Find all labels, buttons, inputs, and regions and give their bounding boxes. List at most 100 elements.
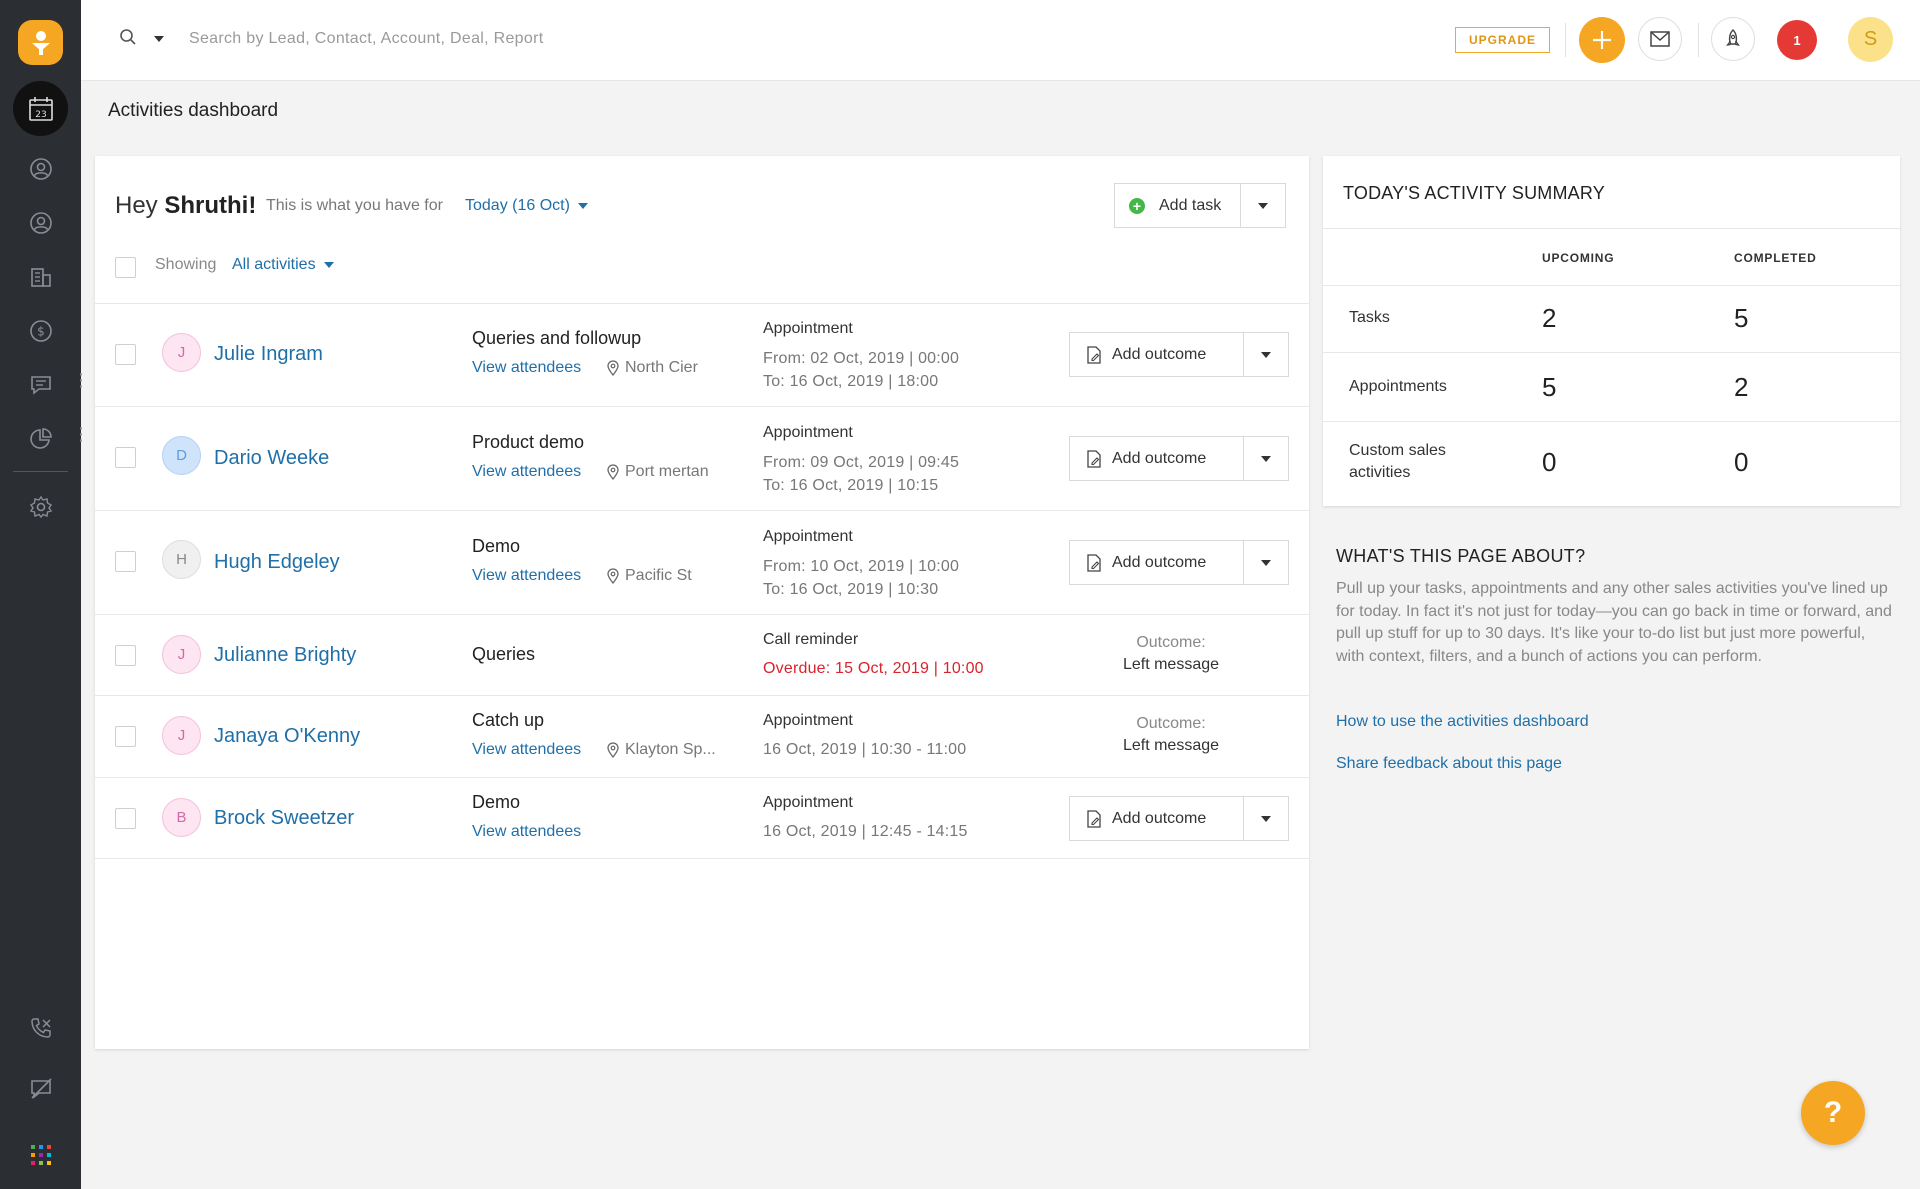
view-attendees-link[interactable]: View attendees bbox=[472, 823, 582, 840]
chevron-down-icon bbox=[323, 261, 334, 268]
building-icon bbox=[31, 268, 51, 287]
list-item: B Brock Sweetzer Demo View attendees App… bbox=[95, 778, 1309, 859]
sidebar-item-feedback[interactable] bbox=[21, 1069, 61, 1109]
location: Klayton Sp... bbox=[607, 741, 716, 759]
contact-link[interactable]: Brock Sweetzer bbox=[214, 807, 355, 829]
document-edit-icon bbox=[1087, 449, 1101, 468]
contact-link[interactable]: Dario Weeke bbox=[214, 447, 330, 469]
add-outcome-dropdown[interactable] bbox=[1244, 541, 1288, 584]
sidebar-divider bbox=[13, 471, 68, 472]
how-to-use-link[interactable]: How to use the activities dashboard bbox=[1336, 713, 1589, 730]
toolbar-divider bbox=[1698, 23, 1699, 57]
location-pin-icon bbox=[607, 568, 619, 584]
add-outcome-dropdown[interactable] bbox=[1244, 333, 1288, 376]
sidebar-item-apps[interactable] bbox=[21, 1135, 61, 1175]
location-pin-icon bbox=[607, 464, 619, 480]
sidebar-item-contacts[interactable] bbox=[21, 203, 61, 243]
top-bar: UPGRADE 1 S bbox=[81, 0, 1920, 81]
activity-filter[interactable]: All activities bbox=[232, 256, 334, 274]
row-checkbox[interactable] bbox=[115, 551, 136, 572]
more-dots-icon[interactable]: ⋮ bbox=[72, 370, 90, 390]
summary-upcoming-count: 0 bbox=[1542, 447, 1557, 477]
sidebar-item-leads[interactable] bbox=[21, 149, 61, 189]
search-scope-dropdown[interactable] bbox=[154, 36, 164, 42]
select-all-checkbox[interactable] bbox=[115, 257, 136, 278]
whats-new-button[interactable] bbox=[1711, 17, 1755, 61]
add-task-button[interactable]: + Add task bbox=[1115, 184, 1241, 227]
summary-completed-count: 2 bbox=[1734, 372, 1749, 402]
search-icon[interactable] bbox=[119, 28, 137, 51]
summary-row-label: Custom sales activities bbox=[1349, 442, 1446, 481]
view-attendees-link[interactable]: View attendees bbox=[472, 359, 582, 376]
sidebar-item-reports[interactable] bbox=[21, 419, 61, 459]
row-checkbox[interactable] bbox=[115, 447, 136, 468]
activity-time-to: To: 16 Oct, 2019 | 10:30 bbox=[763, 581, 939, 598]
sidebar-item-deals[interactable]: $ bbox=[21, 311, 61, 351]
view-attendees-link[interactable]: View attendees bbox=[472, 741, 582, 758]
activity-type: Appointment bbox=[763, 320, 853, 337]
activity-time-from: From: 02 Oct, 2019 | 00:00 bbox=[763, 350, 960, 367]
sidebar-item-accounts[interactable] bbox=[21, 257, 61, 297]
notifications-badge[interactable]: 1 bbox=[1777, 20, 1817, 60]
view-attendees-link[interactable]: View attendees bbox=[472, 567, 582, 584]
caret-down-icon bbox=[1261, 559, 1271, 566]
share-feedback-link[interactable]: Share feedback about this page bbox=[1336, 755, 1562, 772]
sidebar-item-settings[interactable] bbox=[21, 487, 61, 527]
add-outcome-button[interactable]: Add outcome bbox=[1070, 333, 1244, 376]
activity-time-from: From: 10 Oct, 2019 | 10:00 bbox=[763, 558, 960, 575]
activity-time-to: To: 16 Oct, 2019 | 10:15 bbox=[763, 477, 939, 494]
outcome-value: Left message bbox=[1122, 656, 1220, 673]
contact-link[interactable]: Hugh Edgeley bbox=[214, 551, 340, 573]
contact-link[interactable]: Julie Ingram bbox=[214, 343, 323, 365]
row-checkbox[interactable] bbox=[115, 344, 136, 365]
summary-upcoming-count: 5 bbox=[1542, 372, 1557, 402]
list-item: D Dario Weeke Product demo View attendee… bbox=[95, 407, 1309, 511]
column-upcoming: UPCOMING bbox=[1542, 251, 1615, 265]
add-task-dropdown[interactable] bbox=[1241, 184, 1285, 227]
email-button[interactable] bbox=[1638, 17, 1682, 61]
chevron-down-icon bbox=[577, 202, 588, 209]
activity-time-from: From: 09 Oct, 2019 | 09:45 bbox=[763, 454, 960, 471]
search-input[interactable] bbox=[187, 24, 711, 54]
sidebar-item-conversations[interactable] bbox=[21, 365, 61, 405]
add-outcome-button[interactable]: Add outcome bbox=[1070, 437, 1244, 480]
add-outcome-split-button: Add outcome bbox=[1069, 332, 1289, 377]
help-button[interactable]: ? bbox=[1801, 1081, 1865, 1145]
row-checkbox[interactable] bbox=[115, 726, 136, 747]
upgrade-button[interactable]: UPGRADE bbox=[1455, 27, 1550, 53]
summary-completed-count: 5 bbox=[1734, 303, 1749, 333]
date-selector[interactable]: Today (16 Oct) bbox=[465, 197, 588, 215]
greeting-subtext: This is what you have for bbox=[266, 197, 443, 214]
activity-summary-card: TODAY'S ACTIVITY SUMMARY UPCOMING COMPLE… bbox=[1323, 156, 1900, 506]
sidebar-item-phone[interactable] bbox=[21, 1008, 61, 1048]
row-checkbox[interactable] bbox=[115, 645, 136, 666]
avatar: D bbox=[162, 436, 201, 475]
add-outcome-dropdown[interactable] bbox=[1244, 437, 1288, 480]
outcome-label: Outcome: bbox=[1136, 634, 1206, 651]
add-outcome-button[interactable]: Add outcome bbox=[1070, 797, 1244, 840]
sidebar: 23 $ bbox=[0, 0, 90, 1189]
activity-time: 16 Oct, 2019 | 12:45 - 14:15 bbox=[763, 823, 968, 840]
view-attendees-link[interactable]: View attendees bbox=[472, 463, 582, 480]
quick-add-button[interactable] bbox=[1579, 17, 1625, 63]
add-outcome-dropdown[interactable] bbox=[1244, 797, 1288, 840]
list-item: H Hugh Edgeley Demo View attendees Pacif… bbox=[95, 511, 1309, 615]
user-avatar[interactable]: S bbox=[1848, 17, 1893, 62]
row-checkbox[interactable] bbox=[115, 808, 136, 829]
dollar-icon: $ bbox=[30, 320, 52, 342]
activity-time-to: To: 16 Oct, 2019 | 18:00 bbox=[763, 373, 939, 390]
contact-link[interactable]: Julianne Brighty bbox=[214, 644, 357, 666]
location-text: North Cier bbox=[625, 359, 698, 376]
outcome-label: Outcome: bbox=[1136, 715, 1206, 732]
app-logo[interactable] bbox=[18, 20, 63, 65]
sidebar-item-activities[interactable]: 23 bbox=[13, 81, 68, 136]
more-dots-icon[interactable]: ⋮ bbox=[72, 424, 90, 444]
location-text: Port mertan bbox=[625, 463, 709, 480]
list-item: J Julie Ingram Queries and followup View… bbox=[95, 304, 1309, 407]
add-outcome-button[interactable]: Add outcome bbox=[1070, 541, 1244, 584]
summary-row: Tasks 2 5 bbox=[1323, 284, 1900, 353]
add-outcome-label: Add outcome bbox=[1112, 809, 1207, 827]
contact-link[interactable]: Janaya O'Kenny bbox=[214, 725, 361, 747]
date-label: Today (16 Oct) bbox=[465, 197, 570, 214]
add-outcome-label: Add outcome bbox=[1112, 449, 1207, 467]
